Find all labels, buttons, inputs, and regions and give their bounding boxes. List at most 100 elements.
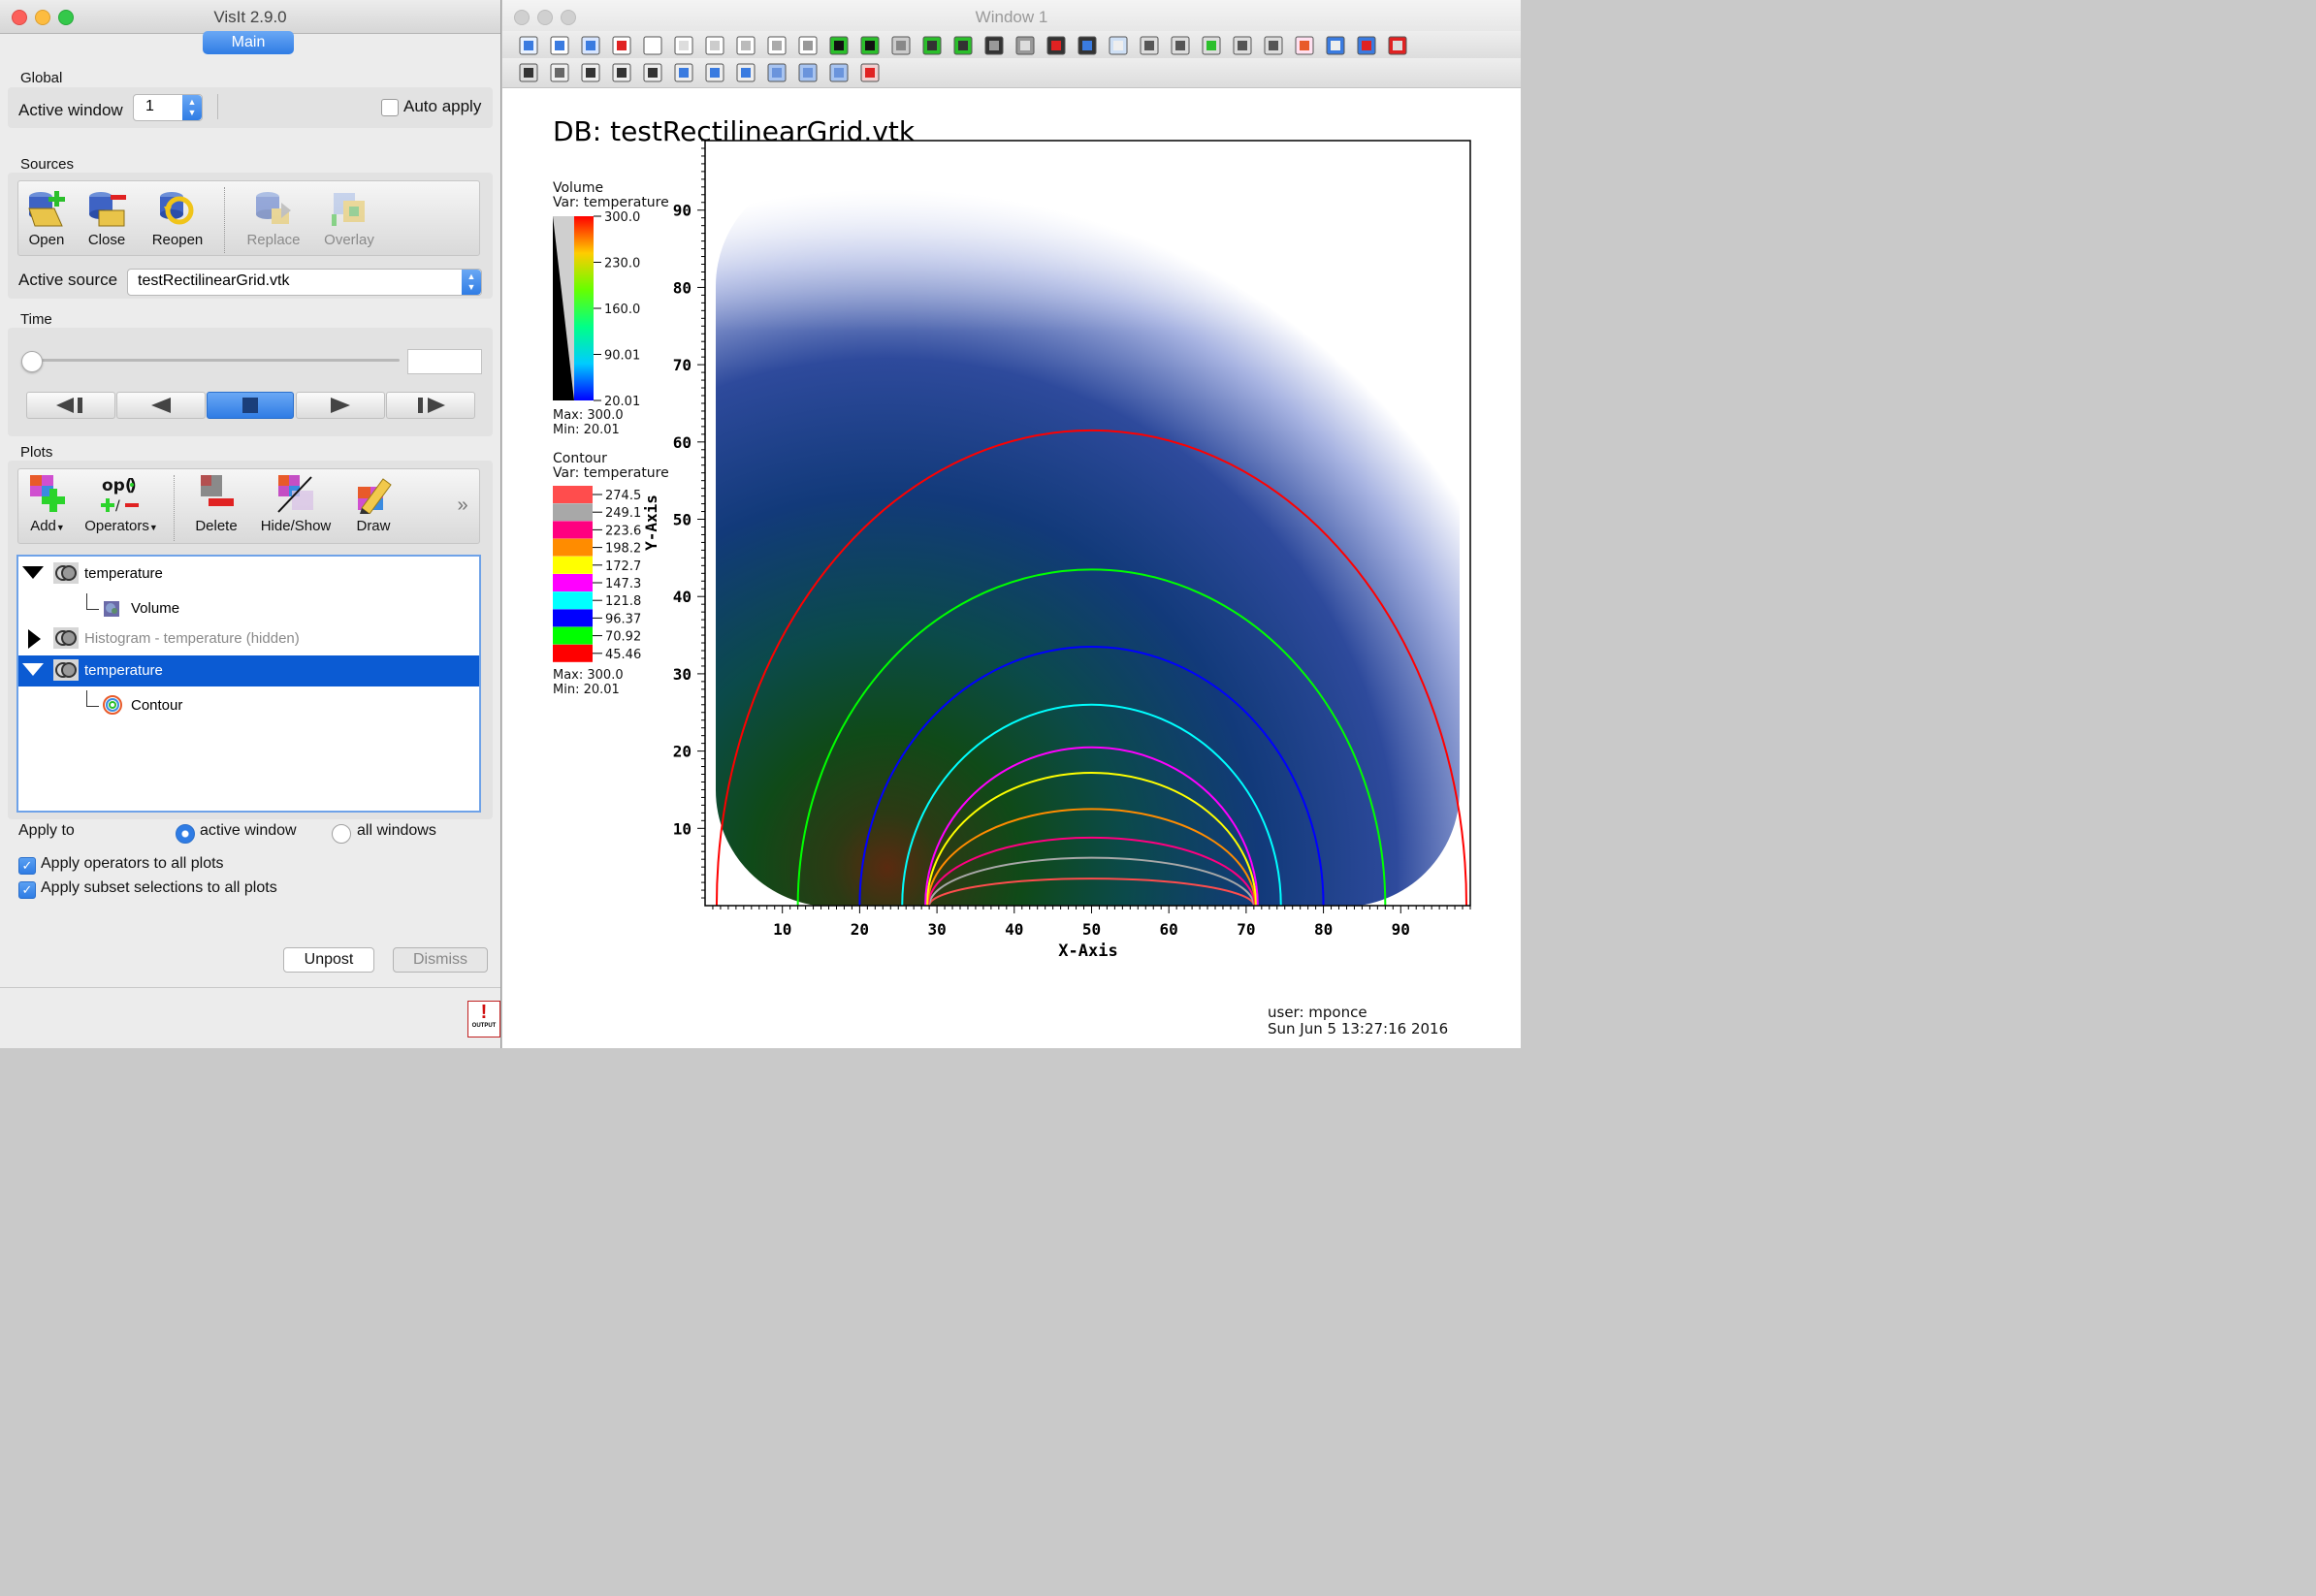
- vcr-play-button[interactable]: [296, 392, 385, 419]
- toolbar-tool-icon[interactable]: [642, 62, 663, 83]
- toolbar-tool-icon[interactable]: [518, 35, 539, 56]
- operators-button[interactable]: op()/ Operators▼: [82, 473, 160, 534]
- contour-tick-label: 172.7: [605, 559, 641, 574]
- toolbar-tool-icon[interactable]: [1108, 35, 1129, 56]
- toolbar-tool-icon[interactable]: [611, 35, 632, 56]
- plot-visibility-icon[interactable]: [53, 562, 79, 584]
- toolbar-tool-icon[interactable]: [518, 62, 539, 83]
- open-button[interactable]: Open: [22, 187, 71, 248]
- toolbar-tool-icon[interactable]: [859, 62, 881, 83]
- all-windows-radio[interactable]: [332, 824, 351, 844]
- toolbar-tool-icon[interactable]: [611, 62, 632, 83]
- tab-main[interactable]: Main: [203, 31, 294, 54]
- plot-list[interactable]: temperature Volume Histogram - temperatu…: [16, 555, 481, 813]
- zoom-window-button[interactable]: [561, 10, 576, 25]
- active-window-spinbox[interactable]: 1 ▲ ▼: [133, 94, 203, 121]
- operator-list-item[interactable]: Contour: [18, 690, 479, 721]
- vcr-reverse-step-button[interactable]: [26, 392, 115, 419]
- vcr-reverse-play-button[interactable]: [116, 392, 206, 419]
- toolbar-tool-icon[interactable]: [580, 35, 601, 56]
- toolbar-tool-icon[interactable]: [983, 35, 1005, 56]
- visualization-area[interactable]: DB: testRectilinearGrid.vtk 10 20 30 40 50 60…: [502, 92, 1521, 1048]
- active-source-select[interactable]: testRectilinearGrid.vtk ▲ ▼: [127, 269, 482, 296]
- plot-list-item-selected[interactable]: temperature: [18, 655, 479, 686]
- plot-visibility-icon[interactable]: [53, 627, 79, 649]
- toolbar-tool-icon[interactable]: [1387, 35, 1408, 56]
- vcr-stop-button[interactable]: [207, 392, 294, 419]
- toolbar-tool-icon[interactable]: [1077, 35, 1098, 56]
- expand-arrow-icon[interactable]: [22, 663, 44, 676]
- toolbar-tool-icon[interactable]: [766, 35, 788, 56]
- toolbar-tool-icon[interactable]: [890, 35, 912, 56]
- toolbar-tool-icon[interactable]: [828, 35, 850, 56]
- toolbar-tool-icon[interactable]: [1139, 35, 1160, 56]
- toolbar-tool-icon[interactable]: [549, 62, 570, 83]
- toolbar-tool-icon[interactable]: [859, 35, 881, 56]
- minimize-window-button[interactable]: [35, 10, 50, 25]
- plot-visibility-icon[interactable]: [53, 659, 79, 681]
- time-slider-handle[interactable]: [21, 351, 43, 372]
- sources-header: Sources: [20, 156, 75, 173]
- time-header: Time: [20, 311, 52, 328]
- toolbar-tool-icon[interactable]: [1294, 35, 1315, 56]
- delete-plot-button[interactable]: Delete: [191, 473, 241, 534]
- zoom-window-button[interactable]: [58, 10, 74, 25]
- replace-button[interactable]: Replace: [243, 187, 304, 248]
- active-window-radio[interactable]: [176, 824, 195, 844]
- toolbar-tool-icon[interactable]: [797, 35, 819, 56]
- auto-apply-checkbox[interactable]: [381, 99, 399, 116]
- reopen-button[interactable]: Reopen: [150, 187, 205, 248]
- toolbar-tool-icon[interactable]: [1014, 35, 1036, 56]
- toolbar-separator: [174, 475, 175, 541]
- hide-show-button[interactable]: Hide/Show: [257, 473, 335, 534]
- draw-label: Draw: [356, 518, 391, 534]
- toolbar-tool-icon[interactable]: [828, 62, 850, 83]
- close-button[interactable]: Close: [82, 187, 131, 248]
- add-plot-button[interactable]: Add▼: [22, 473, 73, 534]
- toolbar-tool-icon[interactable]: [735, 35, 756, 56]
- dismiss-button[interactable]: Dismiss: [393, 947, 488, 973]
- time-slider-track[interactable]: [23, 359, 400, 362]
- toolbar-tool-icon[interactable]: [952, 35, 974, 56]
- minimize-window-button[interactable]: [537, 10, 553, 25]
- operator-list-item[interactable]: Volume: [18, 593, 479, 624]
- toolbar-tool-icon[interactable]: [1325, 35, 1346, 56]
- tree-connector: [86, 690, 99, 707]
- toolbar-tool-icon[interactable]: [1170, 35, 1191, 56]
- contour-legend: Contour Var: temperature 274.5 249.1 223.6…: [553, 451, 669, 697]
- toolbar-tool-icon[interactable]: [704, 35, 725, 56]
- toolbar-tool-icon[interactable]: [1045, 35, 1067, 56]
- combo-arrows-icon[interactable]: ▲ ▼: [462, 270, 481, 295]
- draw-button[interactable]: Draw: [348, 473, 399, 534]
- toolbar-tool-icon[interactable]: [1232, 35, 1253, 56]
- close-window-button[interactable]: [514, 10, 530, 25]
- toolbar-tool-icon[interactable]: [673, 62, 694, 83]
- more-tools-button[interactable]: »: [457, 495, 468, 516]
- toolbar-tool-icon[interactable]: [673, 35, 694, 56]
- apply-subset-checkbox[interactable]: ✓: [18, 881, 36, 899]
- toolbar-tool-icon[interactable]: [1263, 35, 1284, 56]
- toolbar-tool-icon[interactable]: [1201, 35, 1222, 56]
- spin-stepper-icon[interactable]: ▲ ▼: [182, 95, 202, 120]
- apply-operators-checkbox[interactable]: ✓: [18, 857, 36, 875]
- toolbar-tool-icon[interactable]: [766, 62, 788, 83]
- close-window-button[interactable]: [12, 10, 27, 25]
- toolbar-tool-icon[interactable]: [580, 62, 601, 83]
- toolbar-tool-icon[interactable]: [642, 35, 663, 56]
- toolbar-tool-icon[interactable]: [735, 62, 756, 83]
- toolbar-tool-icon[interactable]: [797, 62, 819, 83]
- toolbar-tool-icon[interactable]: [1356, 35, 1377, 56]
- plot-list-item[interactable]: Histogram - temperature (hidden): [18, 623, 479, 654]
- expand-arrow-icon[interactable]: [22, 566, 44, 579]
- collapse-arrow-icon[interactable]: [28, 629, 41, 649]
- toolbar-tool-icon[interactable]: [549, 35, 570, 56]
- overlay-button[interactable]: Overlay: [319, 187, 379, 248]
- unpost-button[interactable]: Unpost: [283, 947, 374, 973]
- toolbar-tool-icon[interactable]: [704, 62, 725, 83]
- output-indicator-icon[interactable]: ! OUTPUT: [467, 1001, 500, 1037]
- time-state-field[interactable]: [407, 349, 482, 374]
- plot-list-item[interactable]: temperature: [18, 559, 479, 590]
- toolbar-tool-icon[interactable]: [921, 35, 943, 56]
- x-tick-label: 90: [1392, 920, 1410, 939]
- vcr-forward-step-button[interactable]: [386, 392, 475, 419]
